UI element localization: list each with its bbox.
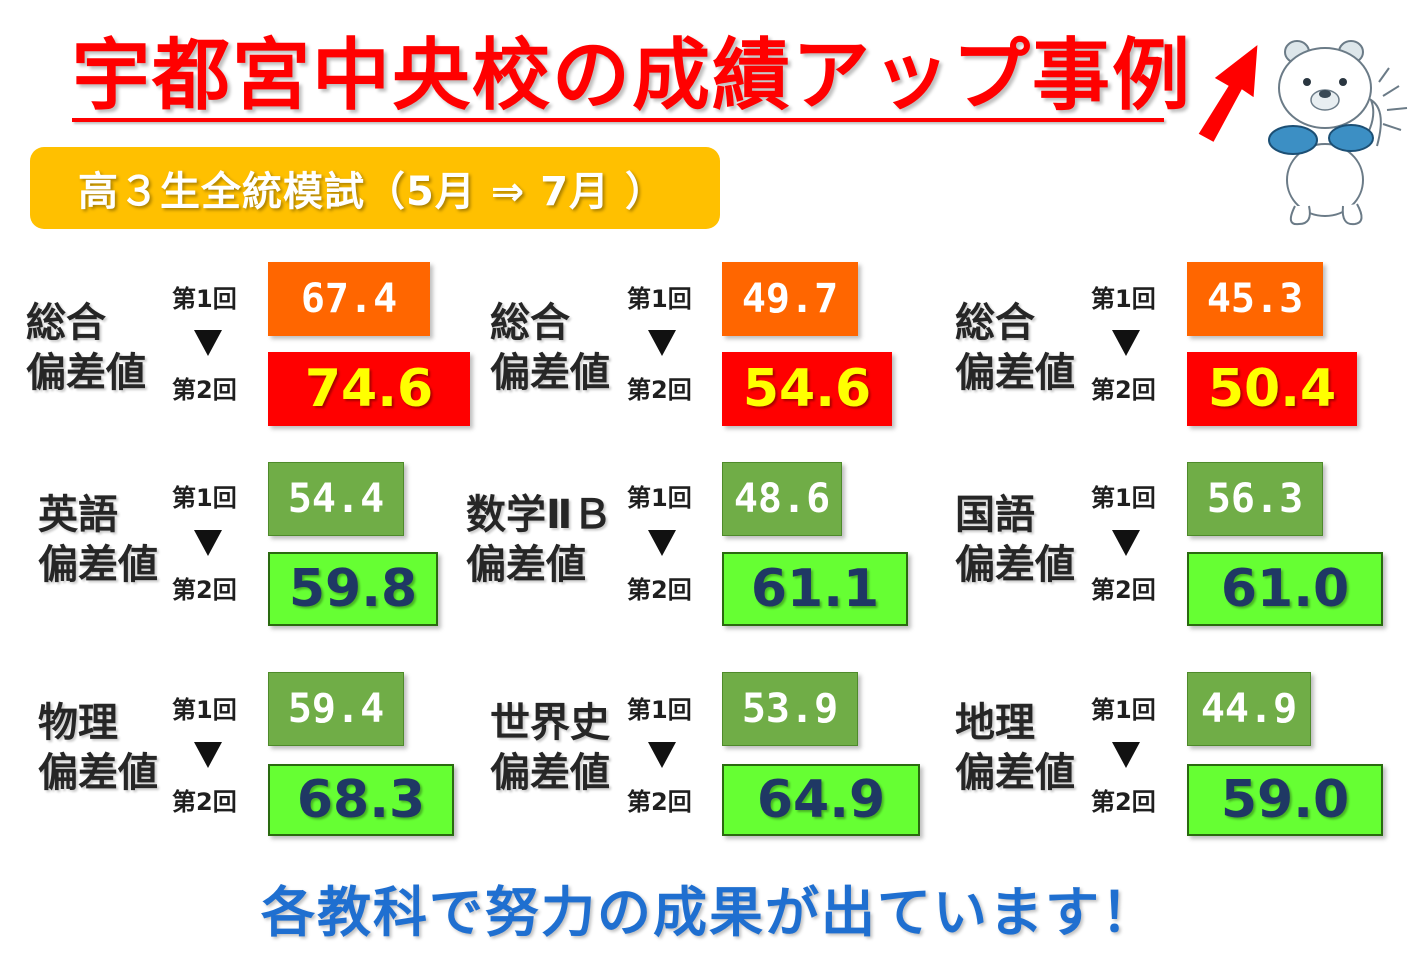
subject-label: 総合 偏差値 [955,298,1075,398]
score-round-2: 64.9 [722,764,920,836]
subject-label: 世界史 偏差値 [490,698,610,798]
subtitle-banner: 高３生全統模試（5月 ⇒ 7月 ） [30,147,720,229]
score-round-2: 59.0 [1187,764,1383,836]
round-2-label: 第2回 [1091,788,1156,816]
round-1-label: 第1回 [172,285,237,313]
subject-label: 総合 偏差値 [26,298,146,398]
round-1-label: 第1回 [172,696,237,724]
round-1-label: 第1回 [627,285,692,313]
subject-label: 総合 偏差値 [490,298,610,398]
score-round-2: 50.4 [1187,352,1357,426]
subject-metric: 偏差値 [26,350,146,396]
round-2-label: 第2回 [1091,576,1156,604]
subject-label: 物理 偏差値 [38,698,158,798]
title-underline [72,118,1164,122]
subject-name: 世界史 [490,700,610,746]
down-triangle-icon [648,742,676,768]
score-round-2: 61.0 [1187,552,1383,626]
score-round-1: 53.9 [722,672,858,746]
subject-metric: 偏差値 [490,750,610,796]
round-1-label: 第1回 [1091,484,1156,512]
subject-name: 物理 [38,700,118,746]
subject-label: 国語 偏差値 [955,490,1075,590]
red-up-arrow-icon [1197,42,1259,147]
score-round-1: 48.6 [722,462,842,536]
subject-name: 総合 [955,300,1035,346]
score-round-1: 44.9 [1187,672,1311,746]
round-1-label: 第1回 [1091,285,1156,313]
score-round-2: 74.6 [268,352,470,426]
score-round-1: 67.4 [268,262,430,336]
score-round-2: 59.8 [268,552,438,626]
score-round-2: 68.3 [268,764,454,836]
round-1-label: 第1回 [627,696,692,724]
subject-metric: 偏差値 [490,350,610,396]
score-round-1: 49.7 [722,262,858,336]
down-triangle-icon [194,742,222,768]
down-triangle-icon [1112,742,1140,768]
down-triangle-icon [194,330,222,356]
round-2-label: 第2回 [172,788,237,816]
round-1-label: 第1回 [627,484,692,512]
subject-name: 数学ⅡＢ [466,492,613,538]
round-1-label: 第1回 [1091,696,1156,724]
subject-name: 総合 [26,300,106,346]
down-triangle-icon [1112,530,1140,556]
subtitle-text: 高３生全統模試（5月 ⇒ 7月 ） [78,169,666,215]
score-round-1: 45.3 [1187,262,1323,336]
round-2-label: 第2回 [172,376,237,404]
subject-metric: 偏差値 [38,542,158,588]
down-triangle-icon [648,330,676,356]
down-triangle-icon [1112,330,1140,356]
down-triangle-icon [648,530,676,556]
score-round-2: 61.1 [722,552,908,626]
score-round-1: 59.4 [268,672,404,746]
subject-name: 国語 [955,492,1035,538]
score-round-1: 54.4 [268,462,404,536]
page-title: 宇都宮中央校の成績アップ事例 [72,31,1193,121]
round-2-label: 第2回 [172,576,237,604]
round-2-label: 第2回 [1091,376,1156,404]
round-1-label: 第1回 [172,484,237,512]
score-round-2: 54.6 [722,352,892,426]
subject-metric: 偏差値 [955,542,1075,588]
subject-label: 数学ⅡＢ 偏差値 [466,490,612,590]
subject-metric: 偏差値 [955,350,1075,396]
subject-label: 英語 偏差値 [38,490,158,590]
subject-metric: 偏差値 [466,542,586,588]
subject-name: 総合 [490,300,570,346]
footer-message: 各教科で努力の成果が出ています！ [261,881,1157,944]
subject-metric: 偏差値 [38,750,158,796]
subject-name: 英語 [38,492,118,538]
subject-metric: 偏差値 [955,750,1075,796]
round-2-label: 第2回 [627,376,692,404]
round-2-label: 第2回 [627,788,692,816]
down-triangle-icon [194,530,222,556]
subject-name: 地理 [955,700,1035,746]
score-round-1: 56.3 [1187,462,1323,536]
subject-label: 地理 偏差値 [955,698,1075,798]
bear-mascot-icon [1268,40,1408,226]
round-2-label: 第2回 [627,576,692,604]
